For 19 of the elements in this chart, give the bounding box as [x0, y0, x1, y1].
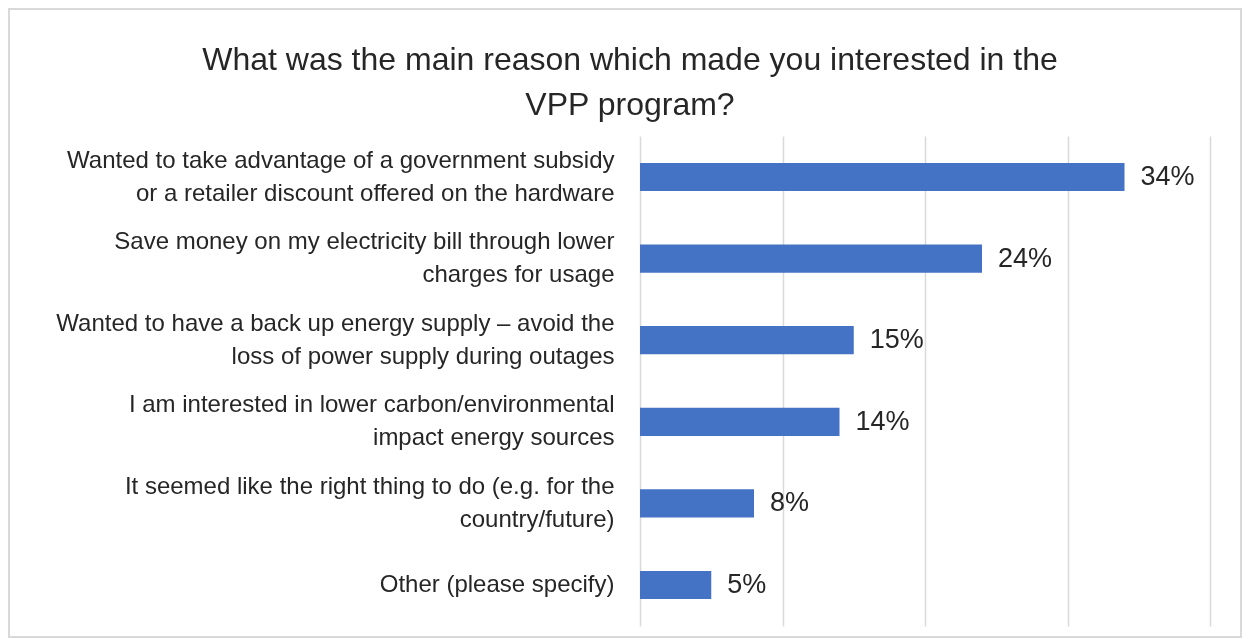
- data-label: 14%: [855, 405, 910, 436]
- bar: [640, 326, 854, 355]
- y-tick-label: Wanted to take advantage of a government subsidy or a retailer discount offered on the hardware: [67, 145, 615, 206]
- data-label: 15%: [869, 324, 924, 355]
- bar: [640, 489, 754, 518]
- y-tick-label: I am interested in lower carbon/environmental impact energy sources: [128, 390, 615, 451]
- data-label: 34%: [1140, 161, 1195, 191]
- y-tick-label: Other (please specify): [379, 570, 615, 597]
- bar: [640, 244, 982, 273]
- y-tick-label: It seemed like the right thing to do (e.g. for the country/future): [124, 471, 615, 532]
- data-label: 8%: [770, 487, 810, 518]
- y-tick-label: Wanted to have a back up energy supply – avoid the loss of power supply during outages: [56, 308, 615, 369]
- y-tick-label: Save money on my electricity bill through lower charges for usage: [114, 227, 615, 288]
- data-label: 24%: [998, 242, 1053, 273]
- bar: [640, 407, 840, 436]
- chart-title: What was the main reason which made you interested in the VPP program?: [202, 41, 1058, 122]
- data-label: 5%: [727, 569, 767, 599]
- bar: [640, 162, 1125, 192]
- bar: [640, 570, 712, 600]
